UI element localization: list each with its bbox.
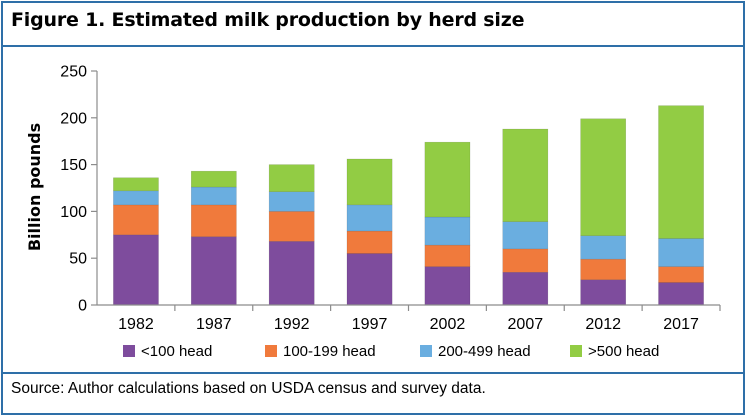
bar-segment-1987-series-1	[190, 236, 237, 306]
legend-swatch	[420, 345, 432, 357]
legend-label: <100 head	[141, 343, 212, 360]
bar-segment-2007-series-4	[502, 128, 549, 222]
bar-segment-1982-series-2	[113, 204, 159, 236]
bar-segment-1997-series-2	[346, 230, 393, 254]
bar-segment-1982-series-1	[113, 234, 159, 306]
x-tick-label: 2017	[663, 316, 699, 333]
source-divider	[3, 372, 743, 374]
bar-segment-2017-series-4	[658, 105, 704, 239]
bar-segment-2007-series-2	[502, 248, 549, 273]
legend-swatch	[570, 345, 582, 357]
x-tick-label: 1992	[274, 316, 310, 333]
legend-label: >500 head	[588, 343, 659, 360]
bar-segment-1987-series-3	[190, 186, 237, 206]
x-tick-label: 2007	[508, 316, 544, 333]
bar-segment-1992-series-4	[268, 164, 315, 192]
bar-segment-1997-series-3	[346, 204, 393, 232]
x-tick-label: 1997	[352, 316, 388, 333]
bar-segment-2002-series-4	[424, 141, 471, 218]
bar-segment-1997-series-1	[346, 253, 393, 306]
title-divider	[3, 45, 743, 47]
x-tick-label: 2002	[430, 316, 466, 333]
bar-segment-2012-series-1	[580, 279, 627, 306]
bar-segment-2017-series-1	[658, 282, 704, 306]
y-tick-label: 200	[60, 110, 87, 127]
bar-segment-1992-series-1	[268, 241, 315, 306]
chart-title: Figure 1. Estimated milk production by h…	[11, 9, 525, 31]
y-tick-label: 50	[69, 251, 87, 268]
legend-swatch	[265, 345, 277, 357]
y-axis-title: Billion pounds	[25, 123, 44, 251]
bar-segment-2012-series-4	[580, 118, 627, 236]
bar-segment-1992-series-2	[268, 211, 315, 242]
bar-segment-1982-series-4	[113, 177, 159, 192]
chart-source: Source: Author calculations based on USD…	[11, 380, 486, 397]
bar-segment-2012-series-3	[580, 235, 627, 260]
bar-segment-2002-series-1	[424, 266, 471, 306]
bar-segment-2012-series-2	[580, 258, 627, 280]
y-tick-label: 150	[60, 157, 87, 174]
bar-segment-1987-series-2	[190, 204, 237, 237]
bar-segment-2002-series-2	[424, 244, 471, 267]
x-tick-label: 2012	[585, 316, 621, 333]
bar-segment-2007-series-1	[502, 271, 549, 306]
legend-label: 200-499 head	[438, 343, 531, 360]
y-tick-label: 100	[60, 204, 87, 221]
bar-segment-2002-series-3	[424, 216, 471, 246]
legend-swatch	[123, 345, 135, 357]
bar-segment-2017-series-3	[658, 238, 704, 267]
bar-segment-1992-series-3	[268, 191, 315, 212]
x-tick-label: 1982	[118, 316, 154, 333]
bar-segment-2007-series-3	[502, 221, 549, 250]
bar-segment-1997-series-4	[346, 158, 393, 206]
y-tick-label: 250	[60, 64, 87, 81]
bar-segment-1987-series-4	[190, 170, 237, 188]
bar-segment-2017-series-2	[658, 266, 704, 283]
bar-segment-1982-series-3	[113, 190, 159, 206]
x-tick-label: 1987	[196, 316, 232, 333]
legend-label: 100-199 head	[283, 343, 376, 360]
y-tick-label: 0	[78, 298, 87, 315]
